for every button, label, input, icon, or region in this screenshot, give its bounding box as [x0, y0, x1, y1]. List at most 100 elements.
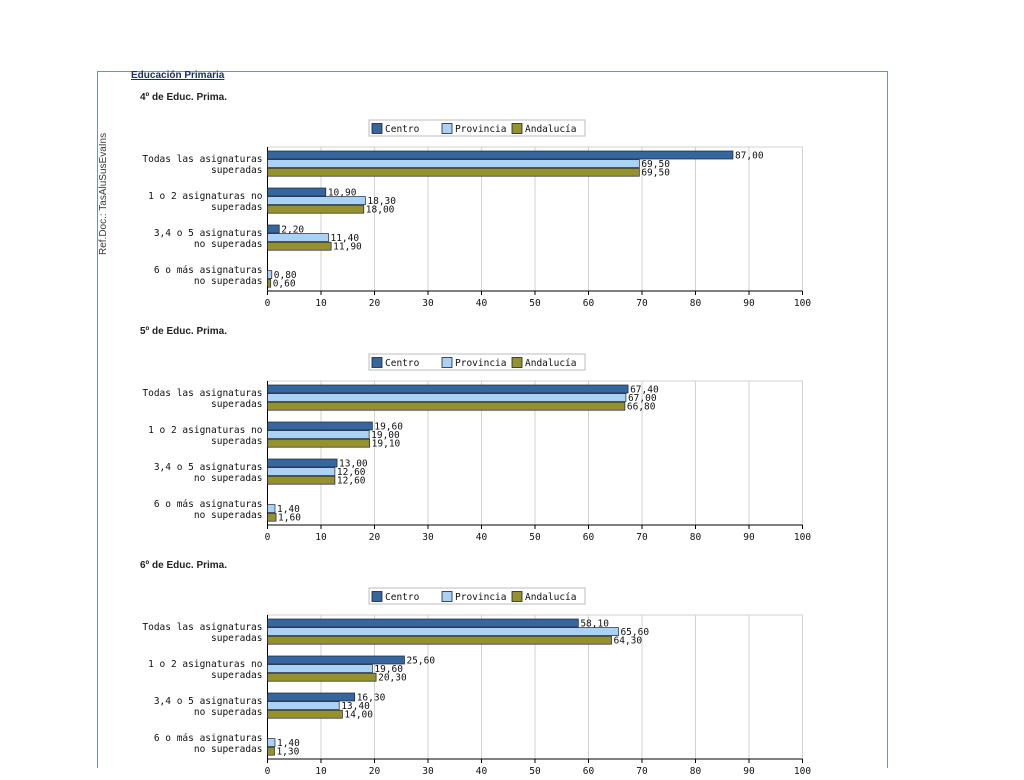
bar [267, 438, 371, 448]
bar-value-label: 66,80 [627, 402, 656, 413]
bar [267, 692, 356, 702]
category-label: 1 o 2 asignaturas no [148, 659, 263, 670]
bar [267, 278, 272, 288]
x-tick-label: 50 [529, 298, 541, 309]
bar-value-label: 65,60 [620, 627, 649, 638]
category-label: no superadas [194, 707, 263, 718]
bar-value-label: 25,60 [406, 655, 435, 666]
x-tick-label: 30 [422, 532, 434, 543]
bar [267, 738, 276, 747]
bar-value-label: 0,60 [273, 279, 296, 290]
legend-swatch-0 [371, 123, 383, 134]
legend-swatch-1 [441, 591, 453, 602]
bar-value-label: 14,00 [344, 710, 373, 721]
bar [267, 627, 619, 636]
x-tick-label: 0 [265, 532, 271, 543]
x-tick-label: 20 [369, 298, 381, 309]
legend-swatch-1 [441, 357, 453, 368]
x-tick-label: 40 [476, 532, 488, 543]
chart-4-primaria: Centro Provincia Andalucía 0 10 20 30 40 50 60 70 8… [142, 119, 811, 309]
x-tick-label: 60 [583, 532, 595, 543]
bar-value-label: 19,60 [374, 664, 403, 675]
category-label: no superadas [194, 239, 263, 250]
category-label: 6 o más asignaturas [154, 265, 263, 276]
x-tick-label: 50 [529, 532, 541, 543]
x-tick-label: 30 [422, 298, 434, 309]
category-label: superadas [211, 670, 262, 681]
bar [267, 664, 373, 673]
bar [267, 393, 627, 402]
legend-label-0: Centro [385, 124, 420, 135]
bar-value-label: 10,90 [328, 187, 357, 198]
ref-doc-label: Ref.Doc.: TasAluSusEvaIns [98, 132, 109, 255]
x-tick-label: 40 [476, 298, 488, 309]
bar [267, 635, 612, 645]
report-page-frame [97, 71, 888, 768]
bar-value-label: 1,40 [277, 738, 300, 749]
bar [267, 401, 626, 411]
bar-value-label: 69,50 [641, 159, 670, 170]
category-label: no superadas [194, 510, 263, 521]
bar-value-label: 19,10 [372, 439, 401, 450]
bar [267, 746, 275, 756]
x-tick-label: 70 [636, 532, 648, 543]
bar [267, 204, 365, 214]
bar [267, 458, 338, 468]
category-label: 6 o más asignaturas [154, 733, 263, 744]
bar [267, 150, 734, 160]
category-label: 6 o más asignaturas [154, 499, 263, 510]
legend-swatch-0 [371, 591, 383, 602]
bar [267, 709, 343, 719]
x-tick-label: 10 [315, 532, 327, 543]
category-label: Todas las asignaturas [142, 388, 262, 399]
legend-box [368, 587, 586, 605]
bar-value-label: 64,30 [614, 636, 643, 647]
category-label: no superadas [194, 276, 263, 287]
bar [267, 512, 277, 522]
bar-value-label: 69,50 [641, 168, 670, 179]
bar [267, 655, 405, 665]
bar [267, 167, 640, 177]
bar-value-label: 18,30 [367, 196, 396, 207]
bar [267, 475, 336, 485]
bar [267, 430, 370, 439]
legend-label-1: Provincia [455, 358, 506, 369]
bar-value-label: 13,40 [341, 701, 370, 712]
legend-label-2: Andalucía [525, 358, 576, 369]
bar-value-label: 1,40 [277, 504, 300, 515]
x-tick-label: 70 [636, 298, 648, 309]
category-label: superadas [211, 436, 262, 447]
bar-value-label: 12,60 [337, 467, 366, 478]
legend-swatch-2 [511, 123, 523, 134]
bar-value-label: 2,20 [281, 224, 304, 235]
legend-box [368, 119, 586, 137]
chart-title-4: 4º de Educ. Prima. [140, 92, 228, 103]
x-tick-label: 100 [794, 298, 811, 309]
bar-value-label: 11,90 [333, 242, 362, 253]
category-label: superadas [211, 633, 262, 644]
x-tick-label: 90 [743, 298, 755, 309]
bar [267, 159, 640, 168]
legend-label-2: Andalucía [525, 592, 576, 603]
chart-title-6: 6º de Educ. Prima. [140, 560, 228, 571]
bar-value-label: 19,60 [374, 421, 403, 432]
category-label: no superadas [194, 473, 263, 484]
bar-value-label: 16,30 [357, 692, 386, 703]
bar [267, 467, 336, 476]
bar [267, 504, 276, 513]
category-label: Todas las asignaturas [142, 154, 262, 165]
category-label: 1 o 2 asignaturas no [148, 425, 263, 436]
x-tick-label: 0 [265, 298, 271, 309]
bar [267, 421, 373, 431]
x-tick-label: 80 [690, 532, 702, 543]
bar [267, 701, 340, 710]
legend-label-0: Centro [385, 358, 420, 369]
legend-label-1: Provincia [455, 124, 506, 135]
bar-value-label: 18,00 [366, 205, 395, 216]
category-label: superadas [211, 399, 262, 410]
bar-value-label: 12,60 [337, 476, 366, 487]
category-label: superadas [211, 165, 262, 176]
bar-value-label: 20,30 [378, 673, 407, 684]
x-tick-label: 100 [794, 532, 811, 543]
